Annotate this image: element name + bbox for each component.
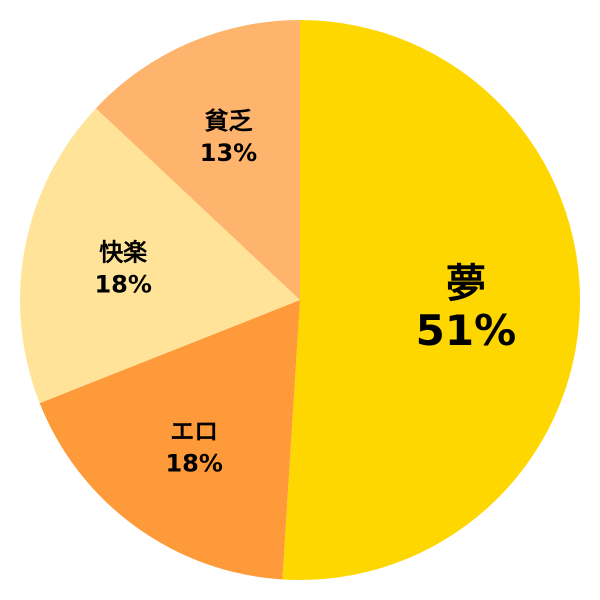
slice-value-label: 13% — [200, 139, 257, 167]
slice-value-label: 51% — [416, 306, 517, 355]
pie-slice — [19, 108, 300, 404]
pie-slice — [95, 20, 300, 300]
pie-slice — [39, 300, 300, 580]
slice-label: エロ — [170, 418, 218, 446]
slice-label: 夢 — [446, 261, 486, 307]
slice-label: 貧乏 — [205, 107, 253, 135]
slice-label: 快楽 — [99, 238, 148, 266]
slice-value-label: 18% — [94, 270, 151, 298]
slice-value-label: 18% — [165, 450, 222, 478]
pie-slice — [282, 20, 580, 580]
